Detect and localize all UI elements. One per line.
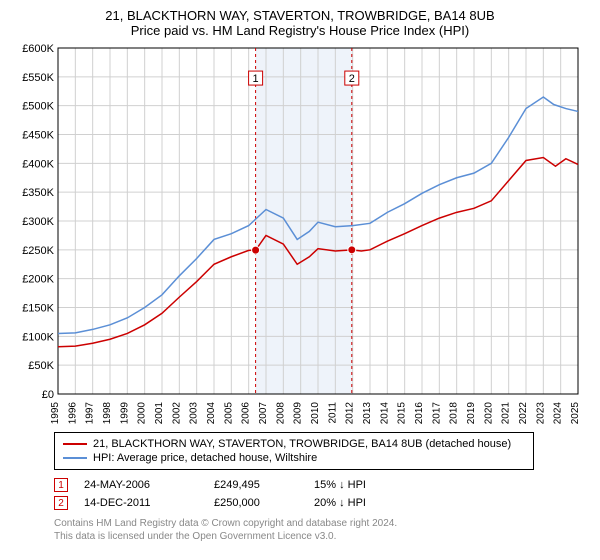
svg-text:£600K: £600K	[22, 44, 54, 55]
svg-text:£50K: £50K	[28, 360, 54, 372]
title-line2: Price paid vs. HM Land Registry's House …	[12, 23, 588, 38]
svg-text:1996: 1996	[67, 402, 78, 424]
svg-text:2017: 2017	[431, 402, 442, 424]
transaction-date: 14-DEC-2011	[84, 497, 214, 509]
transaction-row: 1 24-MAY-2006 £249,495 15% ↓ HPI	[54, 476, 588, 494]
footer-line: Contains HM Land Registry data © Crown c…	[54, 518, 588, 531]
legend-item: HPI: Average price, detached house, Wilt…	[63, 451, 525, 465]
svg-text:2007: 2007	[258, 402, 269, 424]
svg-text:2001: 2001	[154, 402, 165, 424]
svg-text:2014: 2014	[379, 402, 390, 424]
svg-text:£350K: £350K	[22, 187, 54, 199]
marker-badge-icon: 2	[54, 496, 68, 510]
transaction-row: 2 14-DEC-2011 £250,000 20% ↓ HPI	[54, 494, 588, 512]
svg-text:£150K: £150K	[22, 303, 54, 315]
legend-label: 21, BLACKTHORN WAY, STAVERTON, TROWBRIDG…	[93, 438, 511, 450]
transaction-price: £249,495	[214, 479, 314, 491]
svg-text:2003: 2003	[189, 402, 200, 424]
svg-text:£550K: £550K	[22, 72, 54, 84]
svg-text:£500K: £500K	[22, 101, 54, 113]
legend-swatch	[63, 443, 87, 445]
svg-text:2019: 2019	[466, 402, 477, 424]
svg-text:2000: 2000	[137, 402, 148, 424]
svg-text:2010: 2010	[310, 402, 321, 424]
svg-text:£450K: £450K	[22, 130, 54, 142]
transaction-delta: 20% ↓ HPI	[314, 497, 424, 509]
svg-text:2013: 2013	[362, 402, 373, 424]
svg-text:2005: 2005	[223, 402, 234, 424]
svg-text:2021: 2021	[501, 402, 512, 424]
svg-text:£0: £0	[42, 389, 54, 401]
svg-text:1: 1	[253, 73, 259, 85]
chart-svg: £0 £50K £100K £150K £200K £250K £300K £350K £400…	[12, 44, 588, 424]
footer-line: This data is licensed under the Open Gov…	[54, 531, 588, 544]
svg-text:2011: 2011	[327, 402, 338, 424]
transaction-price: £250,000	[214, 497, 314, 509]
transaction-date: 24-MAY-2006	[84, 479, 214, 491]
transaction-table: 1 24-MAY-2006 £249,495 15% ↓ HPI 2 14-DE…	[54, 476, 588, 512]
svg-text:£200K: £200K	[22, 274, 54, 286]
legend: 21, BLACKTHORN WAY, STAVERTON, TROWBRIDG…	[54, 432, 534, 470]
svg-text:2018: 2018	[449, 402, 460, 424]
svg-text:2024: 2024	[553, 402, 564, 424]
footer: Contains HM Land Registry data © Crown c…	[54, 518, 588, 543]
legend-label: HPI: Average price, detached house, Wilt…	[93, 452, 317, 464]
svg-text:2020: 2020	[483, 402, 494, 424]
svg-text:2022: 2022	[518, 402, 529, 424]
svg-text:2009: 2009	[293, 402, 304, 424]
svg-text:£100K: £100K	[22, 331, 54, 343]
svg-text:2012: 2012	[345, 402, 356, 424]
svg-text:2: 2	[349, 73, 355, 85]
title-line1: 21, BLACKTHORN WAY, STAVERTON, TROWBRIDG…	[12, 8, 588, 23]
svg-text:£400K: £400K	[22, 158, 54, 170]
svg-text:1998: 1998	[102, 402, 113, 424]
marker-badge-icon: 1	[54, 478, 68, 492]
svg-text:£250K: £250K	[22, 245, 54, 257]
svg-text:2002: 2002	[171, 402, 182, 424]
svg-text:1997: 1997	[85, 402, 96, 424]
svg-text:£300K: £300K	[22, 216, 54, 228]
transaction-delta: 15% ↓ HPI	[314, 479, 424, 491]
svg-text:2006: 2006	[241, 402, 252, 424]
line-chart: £0 £50K £100K £150K £200K £250K £300K £350K £400…	[12, 44, 588, 424]
svg-text:2025: 2025	[570, 402, 581, 424]
svg-text:2016: 2016	[414, 402, 425, 424]
svg-text:1999: 1999	[119, 402, 130, 424]
svg-text:2004: 2004	[206, 402, 217, 424]
legend-swatch	[63, 457, 87, 459]
svg-text:2023: 2023	[535, 402, 546, 424]
svg-text:1995: 1995	[50, 402, 61, 424]
svg-text:2015: 2015	[397, 402, 408, 424]
legend-item: 21, BLACKTHORN WAY, STAVERTON, TROWBRIDG…	[63, 437, 525, 451]
svg-text:2008: 2008	[275, 402, 286, 424]
